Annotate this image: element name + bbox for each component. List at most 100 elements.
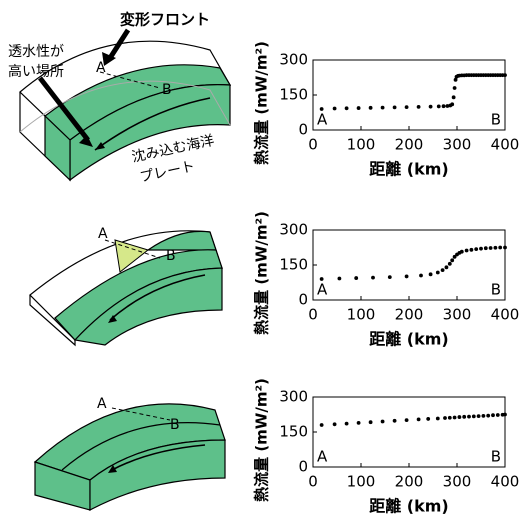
y-tick-label: 0: [298, 121, 308, 139]
diagram-2: A B: [30, 226, 222, 345]
data-point: [470, 248, 474, 252]
x-tick-label: 100: [347, 136, 376, 154]
data-point: [503, 246, 507, 250]
data-point: [498, 246, 502, 250]
data-point: [477, 414, 481, 418]
data-point: [320, 107, 324, 111]
label: A: [96, 60, 106, 76]
x-tick-label: 300: [443, 136, 472, 154]
start-label: A: [317, 281, 328, 299]
data-point: [436, 271, 440, 275]
data-point: [354, 276, 358, 280]
label: B: [166, 248, 176, 264]
end-label: B: [491, 281, 501, 299]
data-point: [503, 413, 507, 417]
data-point: [393, 419, 397, 423]
y-axis-label: 熱流量 (mW/m²): [253, 211, 271, 335]
data-point: [426, 417, 430, 421]
label: 高い場所: [8, 63, 64, 80]
data-point: [445, 265, 449, 269]
data-point: [472, 414, 476, 418]
data-point: [320, 277, 324, 281]
x-axis-label: 距離 (km): [369, 330, 449, 349]
y-axis-label: 熱流量 (mW/m²): [253, 41, 271, 165]
data-point: [338, 277, 342, 281]
data-point: [357, 421, 361, 425]
x-tick-label: 100: [347, 473, 376, 491]
x-tick-label: 100: [347, 306, 376, 324]
data-point: [453, 416, 457, 420]
y-tick-label: 150: [279, 256, 308, 274]
y-tick-label: 0: [298, 458, 308, 476]
y-tick-label: 150: [279, 423, 308, 441]
plot-frame: [313, 230, 505, 300]
y-tick-label: 300: [279, 221, 308, 239]
data-point: [369, 106, 373, 110]
data-point: [417, 418, 421, 422]
data-point: [405, 275, 409, 279]
label: A: [98, 226, 108, 242]
x-tick-label: 0: [308, 306, 318, 324]
y-tick-label: 300: [279, 51, 308, 69]
data-point: [465, 249, 469, 253]
x-tick-label: 200: [395, 306, 424, 324]
data-point: [494, 246, 498, 250]
x-tick-label: 0: [308, 136, 318, 154]
pointer-arrow: [110, 30, 128, 58]
x-tick-label: 400: [491, 473, 520, 491]
start-label: A: [317, 448, 328, 466]
data-point: [460, 250, 464, 254]
data-point: [453, 86, 457, 90]
y-tick-label: 150: [279, 86, 308, 104]
end-label: B: [491, 448, 501, 466]
data-point: [333, 107, 337, 111]
data-point: [405, 105, 409, 109]
data-point: [503, 73, 507, 77]
x-tick-label: 300: [443, 306, 472, 324]
start-label: A: [317, 111, 328, 129]
data-point: [417, 105, 421, 109]
label: B: [162, 82, 172, 98]
data-point: [489, 246, 493, 250]
data-point: [381, 106, 385, 110]
x-axis-label: 距離 (km): [369, 160, 449, 179]
x-tick-label: 400: [491, 306, 520, 324]
x-tick-label: 200: [395, 473, 424, 491]
data-point: [388, 275, 392, 279]
label: 透水性が: [8, 44, 64, 60]
data-point: [448, 416, 452, 420]
data-point: [345, 106, 349, 110]
data-point: [436, 417, 440, 421]
data-point: [369, 420, 373, 424]
data-point: [479, 247, 483, 251]
end-label: B: [491, 111, 501, 129]
data-point: [419, 274, 423, 278]
slab-back: [148, 231, 216, 250]
data-point: [381, 420, 385, 424]
x-tick-label: 400: [491, 136, 520, 154]
label: B: [170, 417, 180, 433]
x-axis-label: 距離 (km): [369, 497, 449, 516]
plot-frame: [313, 397, 505, 467]
data-point: [441, 268, 445, 272]
data-point: [357, 106, 361, 110]
data-point: [474, 247, 478, 251]
data-point: [405, 418, 409, 422]
y-tick-label: 0: [298, 291, 308, 309]
data-point: [484, 246, 488, 250]
data-point: [429, 272, 433, 276]
data-point: [437, 105, 441, 109]
x-tick-label: 200: [395, 136, 424, 154]
data-point: [333, 422, 337, 426]
diagram-1: 変形フロント 透水性が 高い場所 沈み込む海洋 プレート A B: [8, 11, 230, 186]
plot-frame: [313, 60, 505, 130]
figure: 変形フロント 透水性が 高い場所 沈み込む海洋 プレート A B A B A B…: [0, 0, 525, 516]
y-tick-label: 300: [279, 388, 308, 406]
data-point: [462, 415, 466, 419]
data-point: [429, 105, 433, 109]
data-point: [443, 416, 447, 420]
data-point: [491, 413, 495, 417]
data-point: [450, 102, 454, 106]
data-point: [496, 413, 500, 417]
data-point: [393, 105, 397, 109]
